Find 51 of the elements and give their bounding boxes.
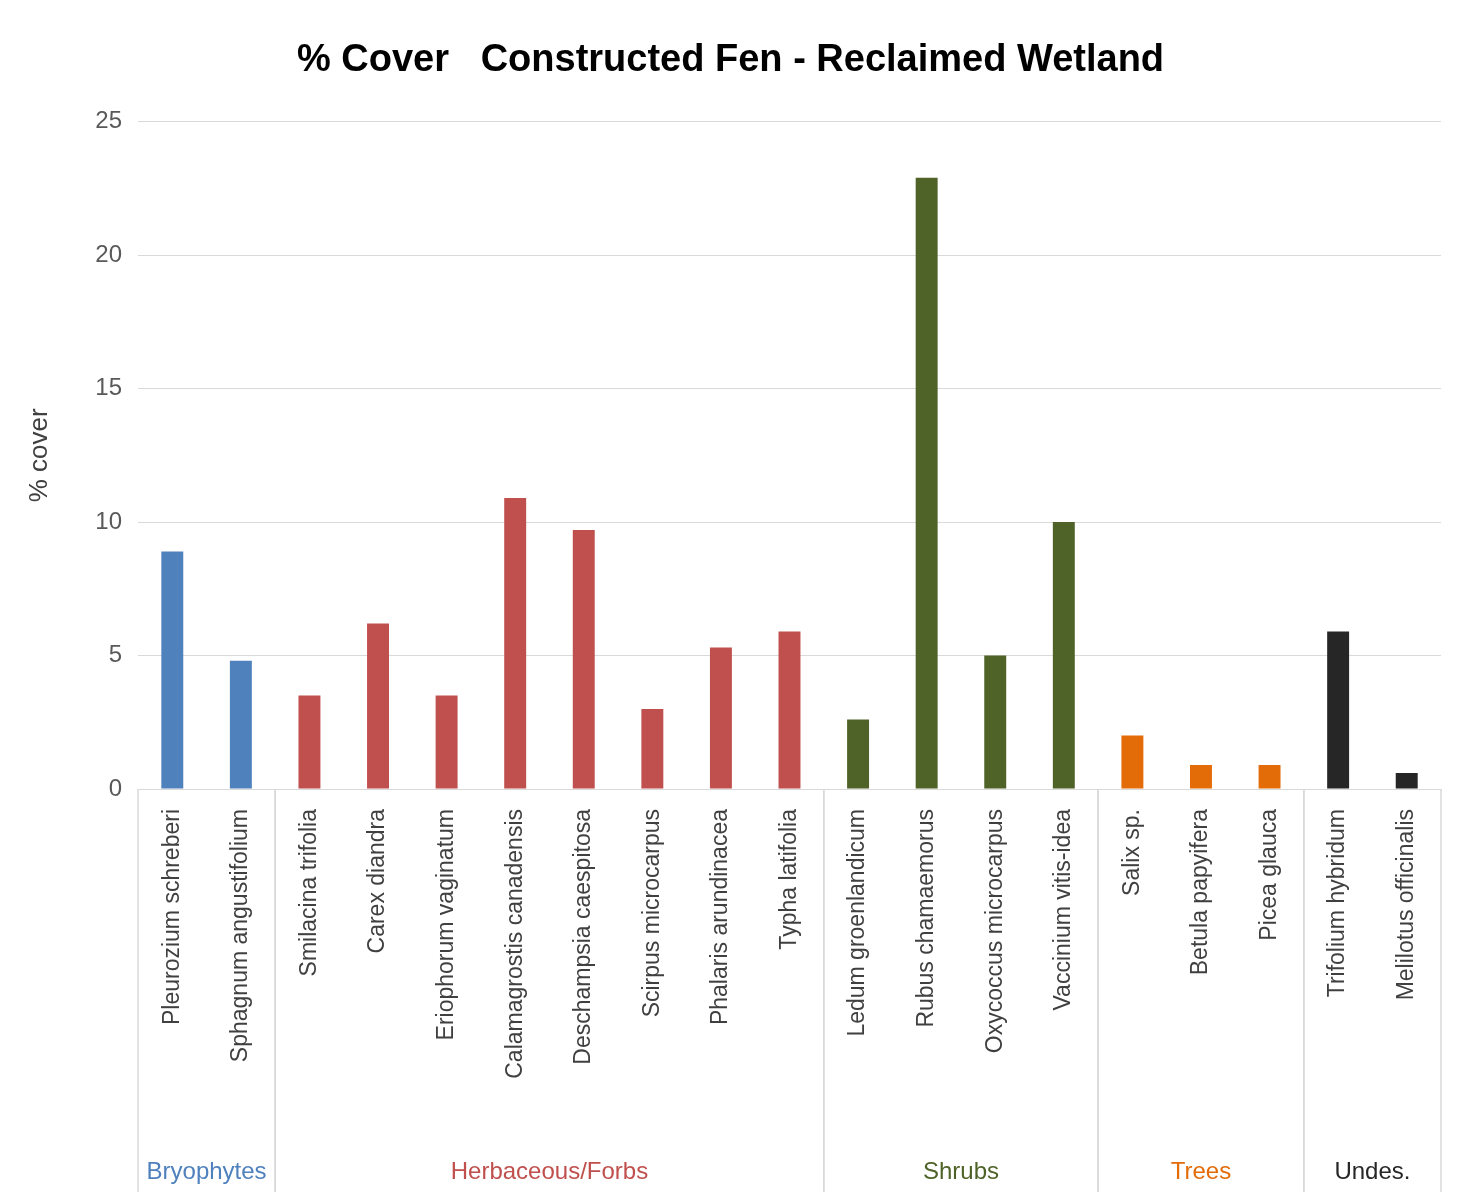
bar — [778, 631, 801, 789]
x-tick-label: Picea glauca — [1254, 808, 1281, 941]
bar — [435, 695, 458, 789]
y-tick-label: 20 — [95, 239, 122, 267]
bar — [984, 655, 1007, 789]
x-tick-label: Typha latifolia — [774, 808, 801, 950]
y-tick-label: 15 — [95, 373, 122, 401]
y-tick-label: 10 — [95, 506, 122, 534]
x-tick-label: Smilacina trifolia — [294, 808, 321, 977]
x-tick-label: Sphagnum angustifolium — [226, 809, 253, 1063]
bar — [1258, 764, 1281, 789]
x-tick-label: Oxycoccus microcarpus — [980, 809, 1007, 1054]
x-tick-label: Calamagrostis canadensis — [500, 809, 527, 1079]
bar — [709, 647, 732, 789]
bar — [915, 177, 938, 789]
y-tick-label: 5 — [108, 640, 122, 668]
x-tick-label: Vaccinium vitis-idea — [1049, 808, 1076, 1011]
chart-title: % Cover Constructed Fen - Reclaimed Wetland — [296, 37, 1165, 80]
text: Undes. — [1334, 1156, 1411, 1184]
bar — [229, 660, 252, 789]
bar — [367, 623, 389, 789]
x-tick-label: Scirpus microcarpus — [637, 809, 664, 1018]
bar — [572, 530, 595, 789]
bar — [298, 695, 321, 789]
x-tick-label: Carex diandra — [363, 808, 390, 954]
y-tick-label: 25 — [95, 106, 122, 134]
bar — [161, 551, 184, 789]
x-tick-label: Deschampsia caespitosa — [569, 808, 596, 1065]
x-tick-label: Phalaris arundinacea — [706, 808, 733, 1026]
x-tick-label: Pleurozium schreberi — [157, 809, 184, 1026]
bar — [1327, 631, 1350, 789]
x-tick-label: Melilotus officinalis — [1392, 809, 1419, 1001]
bar — [1190, 764, 1212, 789]
bar — [1052, 522, 1075, 789]
x-tick-label: Betula papyifera — [1186, 808, 1213, 976]
x-tick-label: Trifolium hybridum — [1323, 809, 1350, 998]
y-axis-title: % cover — [22, 408, 53, 503]
text: Shrubs — [922, 1156, 999, 1184]
bar — [1395, 772, 1418, 789]
bar — [847, 719, 870, 789]
text: Herbaceous/Forbs — [450, 1156, 649, 1184]
text: Trees — [1170, 1156, 1232, 1184]
x-tick-label: Rubus chamaemorus — [912, 809, 938, 1028]
x-tick-label: Ledum groenlandicum — [843, 809, 870, 1037]
bar — [504, 498, 527, 789]
x-tick-label: Eriophorum vaginatum — [431, 809, 458, 1041]
x-tick-label: Salix sp. — [1117, 809, 1144, 896]
y-tick-label: 0 — [108, 773, 122, 801]
text: Bryophytes — [146, 1156, 267, 1184]
bar — [641, 708, 664, 789]
bar — [1121, 735, 1144, 789]
